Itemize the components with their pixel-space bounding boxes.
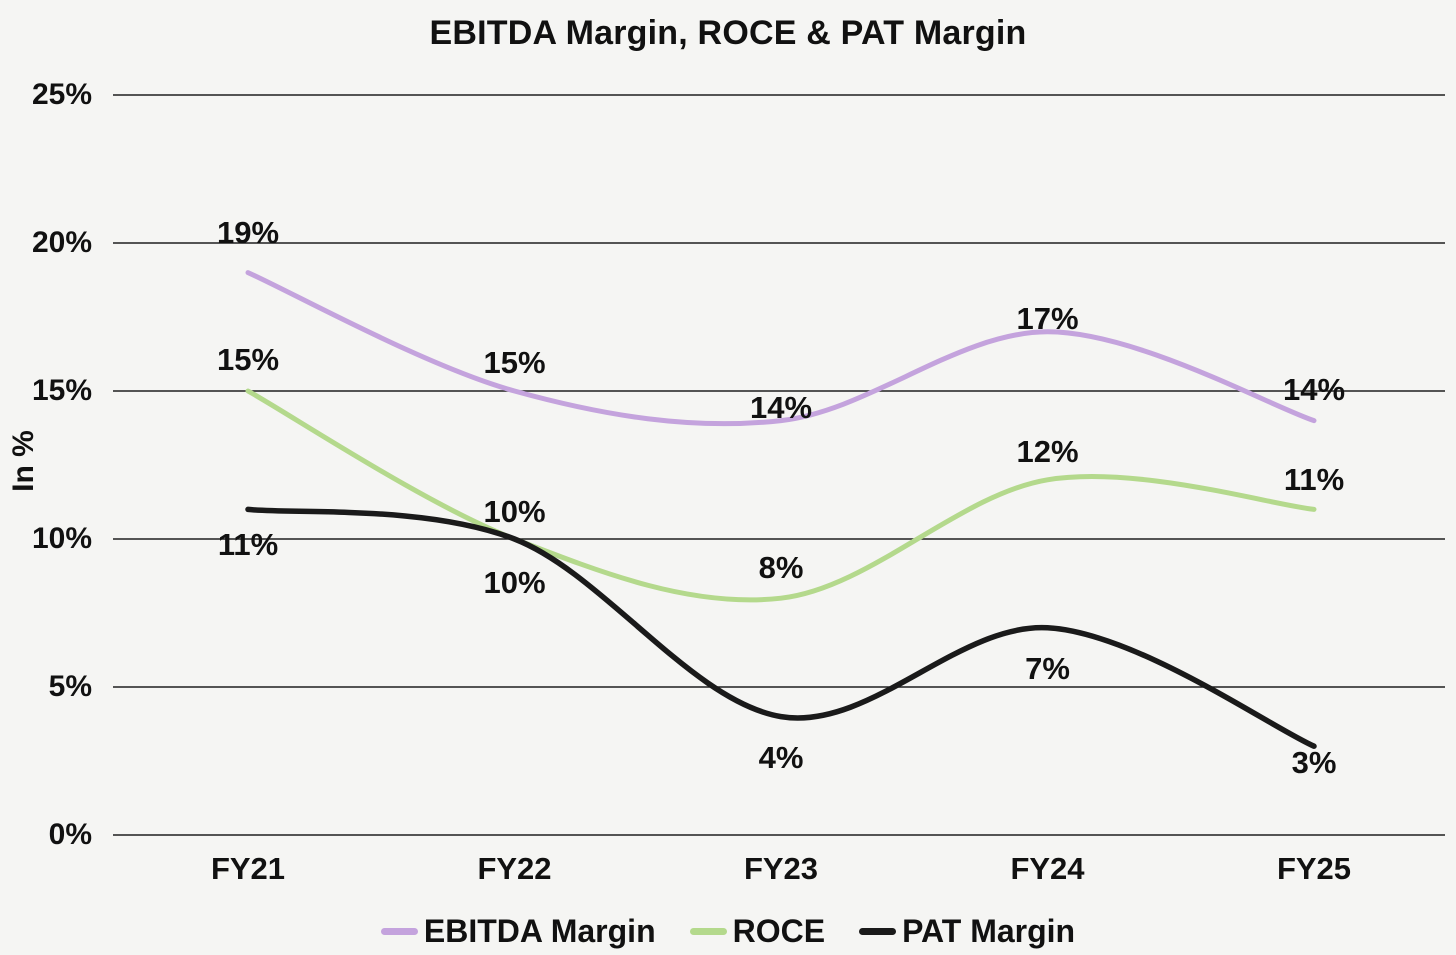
data-label-ebitda-margin: 19% (216, 214, 280, 250)
data-label-roce: 11% (1283, 462, 1345, 498)
legend-label-roce: ROCE (732, 912, 826, 949)
legend-item-ebitda-margin: EBITDA Margin (380, 912, 656, 950)
data-label-pat-margin: 4% (758, 739, 804, 775)
legend-item-pat-margin: PAT Margin (859, 913, 1075, 950)
y-tick-label: 20% (31, 226, 92, 259)
legend-marker-pat-margin (859, 927, 897, 935)
y-tick-label: 0% (48, 818, 92, 851)
data-label-ebitda-margin: 15% (483, 345, 546, 380)
data-label-pat-margin: 11% (217, 527, 279, 563)
legend-item-roce: ROCE (689, 912, 826, 950)
data-label-roce: 12% (1016, 433, 1079, 469)
data-label-pat-margin: 7% (1025, 650, 1070, 686)
data-label-ebitda-margin: 14% (1282, 371, 1346, 407)
x-axis-label: FY22 (477, 851, 552, 886)
data-label-roce: 8% (758, 550, 804, 586)
series-line-pat-margin (245, 506, 1317, 749)
data-label-ebitda-margin: 17% (1016, 300, 1079, 336)
legend-marker-ebitda-margin (380, 927, 418, 935)
data-label-pat-margin: 10% (483, 565, 546, 600)
x-axis-label: FY23 (743, 851, 819, 886)
series-line-roce (245, 388, 1317, 603)
x-axis-label: FY21 (210, 851, 286, 886)
y-tick-label: 5% (48, 670, 92, 703)
legend: EBITDA Margin ROCE PAT Margin (0, 908, 1456, 954)
legend-label-ebitda-margin: EBITDA Margin (423, 912, 656, 949)
x-axis-label: FY25 (1276, 851, 1352, 886)
legend-marker-roce (689, 927, 727, 935)
y-tick-label: 15% (31, 374, 92, 407)
data-label-roce: 15% (216, 342, 280, 377)
y-axis-ticks: 25% 20% 15% 10% 5% 0% (0, 0, 92, 955)
x-axis-label: FY24 (1010, 851, 1085, 886)
y-tick-label: 25% (31, 78, 92, 111)
legend-label-pat-margin: PAT Margin (902, 912, 1076, 949)
data-label-roce: 10% (483, 494, 546, 529)
series-line-ebitda-margin (245, 270, 1317, 427)
y-tick-label: 10% (31, 522, 92, 555)
data-label-pat-margin: 3% (1291, 745, 1337, 781)
data-label-ebitda-margin: 14% (749, 389, 813, 425)
chart-title: EBITDA Margin, ROCE & PAT Margin (429, 14, 1027, 52)
